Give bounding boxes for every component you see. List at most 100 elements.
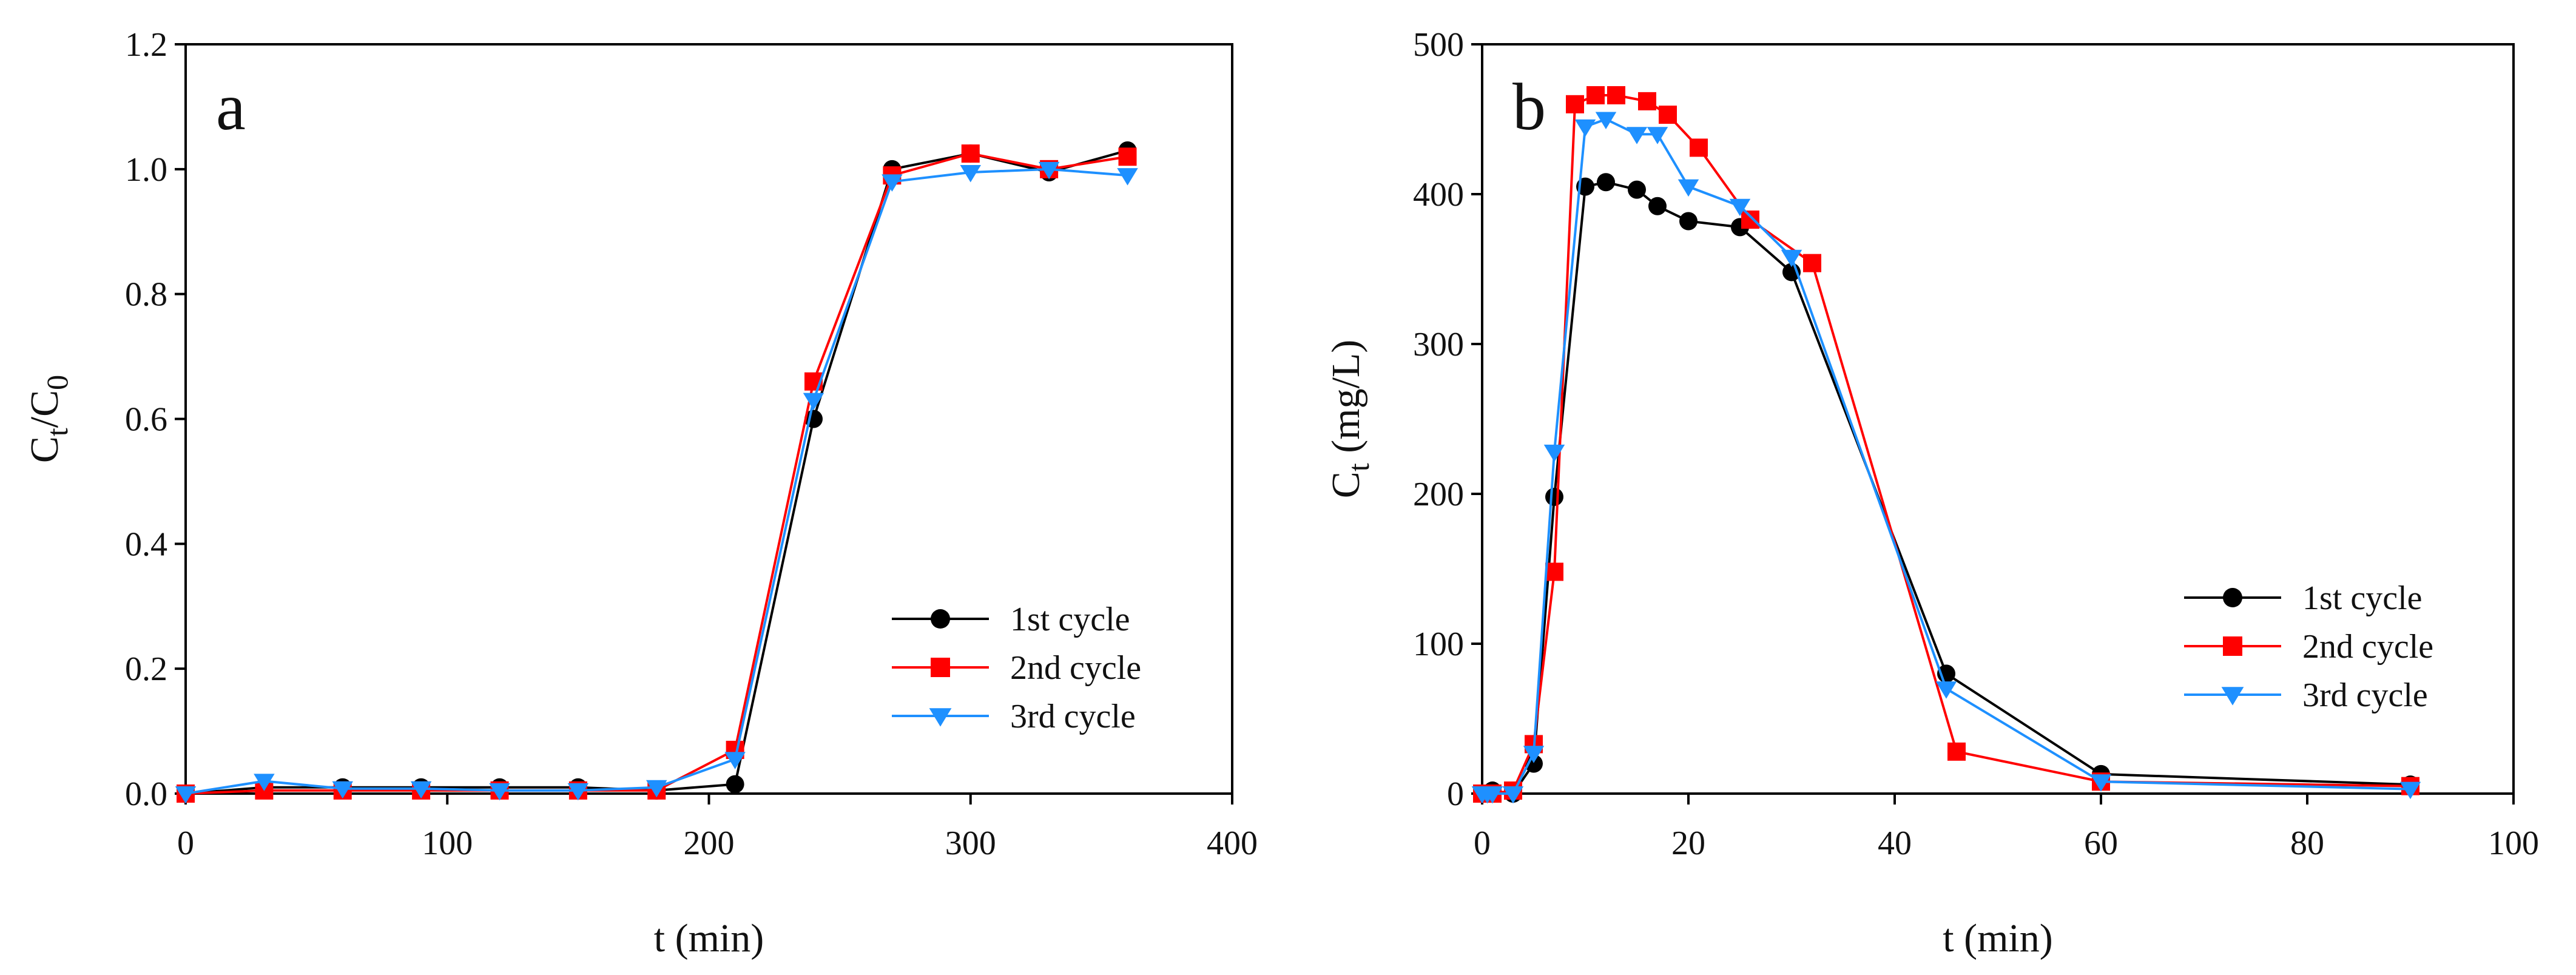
panel-label: a bbox=[216, 70, 246, 144]
legend-entry: 3rd cycle bbox=[2184, 676, 2428, 714]
legend-label: 1st cycle bbox=[1010, 601, 1130, 638]
data-point-square bbox=[1586, 86, 1605, 104]
data-point-circle bbox=[931, 609, 950, 629]
data-point-triangle bbox=[1781, 249, 1802, 268]
y-tick-label: 0 bbox=[1447, 775, 1464, 813]
data-point-triangle bbox=[2221, 687, 2244, 706]
data-point-triangle bbox=[1502, 786, 1524, 804]
y-tick-label: 1.2 bbox=[125, 26, 167, 64]
series-1 bbox=[177, 141, 1137, 803]
legend-label: 3rd cycle bbox=[2302, 676, 2428, 714]
series-3 bbox=[175, 161, 1138, 804]
data-point-triangle bbox=[1595, 112, 1617, 129]
data-point-circle bbox=[1628, 180, 1646, 199]
data-point-triangle bbox=[724, 752, 746, 769]
data-point-square bbox=[1607, 86, 1625, 104]
series-line bbox=[185, 149, 1128, 795]
data-point-triangle bbox=[929, 708, 952, 727]
x-tick-label: 40 bbox=[1878, 825, 1912, 862]
series-3 bbox=[1471, 112, 2421, 804]
data-point-triangle bbox=[960, 164, 981, 183]
x-tick-label: 20 bbox=[1671, 825, 1705, 862]
x-tick-label: 60 bbox=[2084, 825, 2118, 862]
y-tick-label: 0.2 bbox=[125, 650, 167, 688]
data-point-square bbox=[1545, 562, 1563, 581]
series-line bbox=[1482, 181, 2411, 795]
y-tick-label: 400 bbox=[1413, 176, 1464, 214]
data-point-square bbox=[1947, 742, 1966, 761]
data-point-triangle bbox=[1482, 786, 1503, 804]
legend-entry: 2nd cycle bbox=[2184, 628, 2433, 666]
data-point-triangle bbox=[1543, 444, 1565, 462]
data-point-triangle bbox=[1647, 127, 1668, 144]
plot-frame bbox=[1481, 43, 2515, 795]
data-point-triangle bbox=[1038, 161, 1060, 180]
data-point-circle bbox=[726, 775, 744, 794]
x-axis-title: t (min) bbox=[1943, 916, 2052, 960]
y-tick-label: 0.8 bbox=[125, 276, 167, 314]
y-tick-label: 300 bbox=[1413, 326, 1464, 363]
x-tick-label: 0 bbox=[1474, 825, 1491, 862]
data-point-square bbox=[1741, 210, 1759, 229]
data-point-square bbox=[1118, 147, 1137, 166]
y-tick-label: 500 bbox=[1413, 26, 1464, 64]
data-point-circle bbox=[1648, 197, 1667, 215]
data-point-square bbox=[1659, 106, 1677, 124]
series-line bbox=[1482, 118, 2411, 795]
y-tick-label: 0.0 bbox=[125, 775, 167, 813]
data-point-circle bbox=[2223, 588, 2242, 607]
data-point-square bbox=[961, 144, 980, 163]
data-point-square bbox=[1638, 92, 1656, 110]
data-point-square bbox=[1566, 95, 1584, 113]
legend-label: 1st cycle bbox=[2302, 579, 2422, 617]
series-line bbox=[185, 152, 1128, 795]
x-tick-label: 300 bbox=[945, 825, 996, 862]
y-tick-label: 1.0 bbox=[125, 151, 167, 189]
y-tick-label: 0.6 bbox=[125, 401, 167, 439]
series-2 bbox=[177, 144, 1137, 803]
y-axis-title: Ct/C0 bbox=[22, 375, 74, 463]
legend-label: 2nd cycle bbox=[1010, 649, 1141, 687]
data-point-triangle bbox=[489, 783, 510, 801]
x-axis-title: t (min) bbox=[654, 916, 764, 960]
x-tick-label: 400 bbox=[1207, 825, 1258, 862]
data-point-triangle bbox=[1626, 127, 1648, 144]
data-point-triangle bbox=[567, 783, 589, 801]
legend-label: 3rd cycle bbox=[1010, 698, 1136, 735]
data-point-circle bbox=[1597, 173, 1615, 192]
series-1 bbox=[1473, 173, 2419, 803]
x-tick-label: 200 bbox=[684, 825, 735, 862]
data-point-triangle bbox=[1677, 179, 1699, 197]
chart-panel-b: 0 20 40 60 80 100 0 100 200 300 400 500 t (min) Ct (m… bbox=[1324, 26, 2539, 960]
data-point-triangle bbox=[2399, 781, 2421, 800]
data-point-circle bbox=[1545, 487, 1563, 506]
data-point-triangle bbox=[332, 781, 353, 799]
legend-entry: 1st cycle bbox=[2184, 579, 2422, 617]
data-point-triangle bbox=[882, 174, 903, 192]
legend-entry: 1st cycle bbox=[892, 601, 1130, 638]
data-point-triangle bbox=[254, 774, 275, 791]
data-point-triangle bbox=[2090, 774, 2112, 792]
data-point-triangle bbox=[803, 393, 824, 411]
x-tick-label: 100 bbox=[422, 825, 473, 862]
data-point-triangle bbox=[1574, 119, 1596, 137]
y-tick-label: 200 bbox=[1413, 476, 1464, 513]
data-point-triangle bbox=[1117, 168, 1138, 186]
data-point-square bbox=[931, 658, 950, 677]
y-axis-title: Ct (mg/L) bbox=[1324, 340, 1375, 498]
panel-label: b bbox=[1512, 70, 1546, 144]
data-point-square bbox=[1803, 254, 1821, 272]
series-line bbox=[185, 167, 1128, 795]
data-point-square bbox=[1690, 138, 1708, 157]
y-tick-label: 100 bbox=[1413, 626, 1464, 663]
data-point-triangle bbox=[1523, 746, 1545, 763]
legend-entry: 2nd cycle bbox=[892, 649, 1141, 687]
legend-label: 2nd cycle bbox=[2302, 628, 2433, 666]
x-tick-label: 100 bbox=[2488, 825, 2539, 862]
data-point-triangle bbox=[646, 780, 667, 798]
data-point-circle bbox=[1525, 754, 1543, 773]
data-point-circle bbox=[1679, 212, 1698, 231]
y-tick-label: 0.4 bbox=[125, 525, 167, 563]
chart-panel-a: 0 100 200 300 400 0.0 0.2 0.4 0.6 0.8 1.0 1.2 t (min… bbox=[22, 26, 1258, 960]
data-point-triangle bbox=[1935, 681, 1957, 699]
